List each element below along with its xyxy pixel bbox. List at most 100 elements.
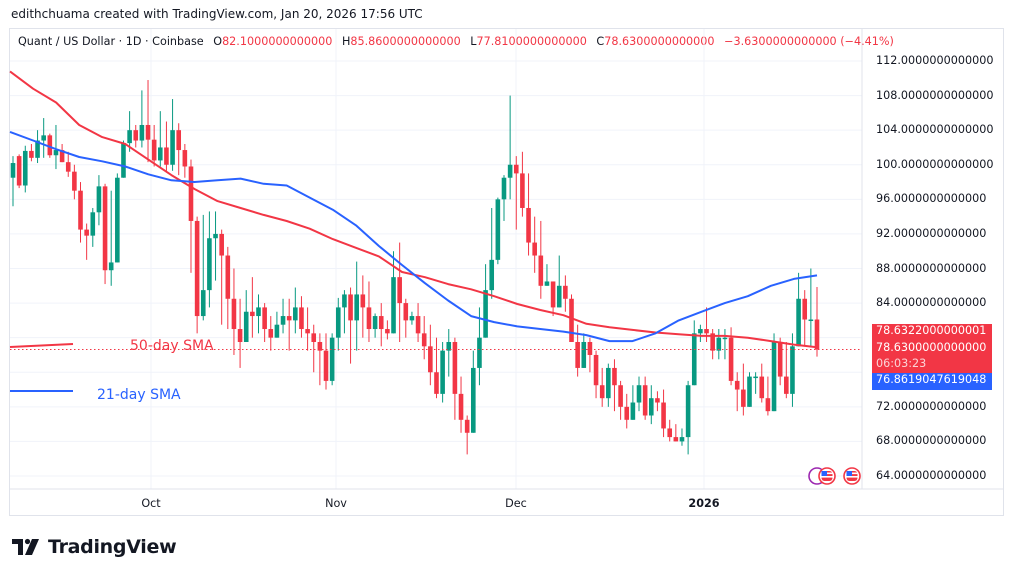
candle-body <box>84 229 89 236</box>
candle-body <box>483 290 488 338</box>
candle-body <box>256 307 261 317</box>
tradingview-wordmark: TradingView <box>48 536 177 558</box>
candle-body <box>72 171 77 191</box>
sma21-line <box>9 130 818 343</box>
bar-countdown: 06:03:23 <box>872 357 992 373</box>
candle-body <box>587 341 593 355</box>
candle-body <box>501 177 507 200</box>
candle-body <box>526 207 531 243</box>
tradingview-logo[interactable]: TradingView <box>12 536 177 558</box>
candle-body <box>133 130 139 141</box>
us-flag-icon-canton <box>846 471 852 476</box>
price-tick-label: 64.0000000000000 <box>876 469 987 482</box>
candle-body <box>704 329 709 334</box>
low-label: L <box>470 35 477 48</box>
candle-body <box>421 333 427 347</box>
candle-body <box>575 341 580 368</box>
candle-body <box>698 329 703 334</box>
candle-body <box>667 428 673 438</box>
price-tick-label: 96.0000000000000 <box>876 192 987 206</box>
candle-body <box>280 316 286 325</box>
candle-body <box>606 367 611 399</box>
candle-body <box>440 350 445 394</box>
candle-body <box>90 212 96 236</box>
candle-body <box>41 135 46 141</box>
price-tick-label: 72.0000000000000 <box>876 399 987 413</box>
sma21-value: 76.8619047619048 <box>876 373 987 386</box>
candle-body <box>16 156 22 186</box>
sma50-annotation: 50-day SMA <box>130 338 214 354</box>
candle-body <box>127 130 132 144</box>
candle-body <box>385 329 390 334</box>
candle-body <box>22 150 28 186</box>
candle-body <box>796 298 801 347</box>
candle-body <box>53 150 59 156</box>
candle-body <box>434 372 439 394</box>
candle-body <box>544 281 550 286</box>
price-tick-label: 112.0000000000000 <box>876 54 994 67</box>
candle-body <box>360 294 366 308</box>
last-price-value: 78.6300000000000 <box>876 341 987 354</box>
candle-body <box>188 166 194 221</box>
candle-body <box>563 285 568 299</box>
candle-body <box>182 150 188 167</box>
candle-body <box>814 319 820 350</box>
us-flag-icon-canton <box>821 471 827 476</box>
candle-body <box>759 376 765 399</box>
candle-body <box>115 177 120 263</box>
symbol-legend: Quant / US Dollar · 1D · Coinbase O82.10… <box>18 35 894 48</box>
candle-body <box>108 262 114 271</box>
candle-body <box>428 346 433 373</box>
candle-body <box>286 316 292 321</box>
candle-body <box>194 220 200 317</box>
candle-body <box>741 389 746 407</box>
price-tick-label: 108.0000000000000 <box>876 88 994 102</box>
candle-body <box>250 311 255 317</box>
candle-body <box>802 298 808 320</box>
candle-body <box>722 337 728 340</box>
candle-body <box>274 324 280 338</box>
high-label: H <box>341 35 351 48</box>
candle-body <box>391 277 396 334</box>
candle-body <box>170 130 175 165</box>
us-flag-icon-stripe <box>821 476 833 478</box>
candle-body <box>753 376 758 379</box>
candle-body <box>207 238 212 291</box>
candle-body <box>495 199 501 260</box>
candle-body <box>765 398 771 412</box>
candle-body <box>550 281 556 308</box>
candle-body <box>784 376 789 394</box>
candle-body <box>507 164 513 178</box>
candle-body <box>489 259 495 291</box>
candle-body <box>691 333 697 386</box>
last-price-label: 78.6300000000000 <box>872 341 992 358</box>
sma50-value: 78.6322000000001 <box>876 324 987 337</box>
candle-body <box>777 341 783 377</box>
candle-body <box>354 294 359 321</box>
candle-body <box>685 385 691 438</box>
candle-body <box>164 147 169 165</box>
candle-body <box>262 307 267 330</box>
candle-body <box>378 316 384 330</box>
candle-body <box>96 186 102 213</box>
symbol-name[interactable]: Quant / US Dollar · 1D · Coinbase <box>18 35 204 48</box>
high-value: 85.8600000000000 <box>350 35 461 48</box>
candle-body <box>29 150 34 158</box>
candle-body <box>157 147 163 161</box>
candle-body <box>415 316 421 334</box>
candle-body <box>35 140 40 158</box>
candle-body <box>679 437 685 442</box>
candle-body <box>151 139 157 161</box>
time-tick-label: 2026 <box>688 497 720 510</box>
candle-body <box>323 350 329 381</box>
candle-body <box>734 380 740 390</box>
candle-body <box>618 385 623 407</box>
candle-body <box>47 135 53 156</box>
candle-body <box>139 124 145 141</box>
candle-body <box>569 298 574 342</box>
candle-body <box>446 341 452 351</box>
candle-body <box>771 341 777 412</box>
candle-body <box>648 398 654 416</box>
open-label: O <box>213 35 223 48</box>
